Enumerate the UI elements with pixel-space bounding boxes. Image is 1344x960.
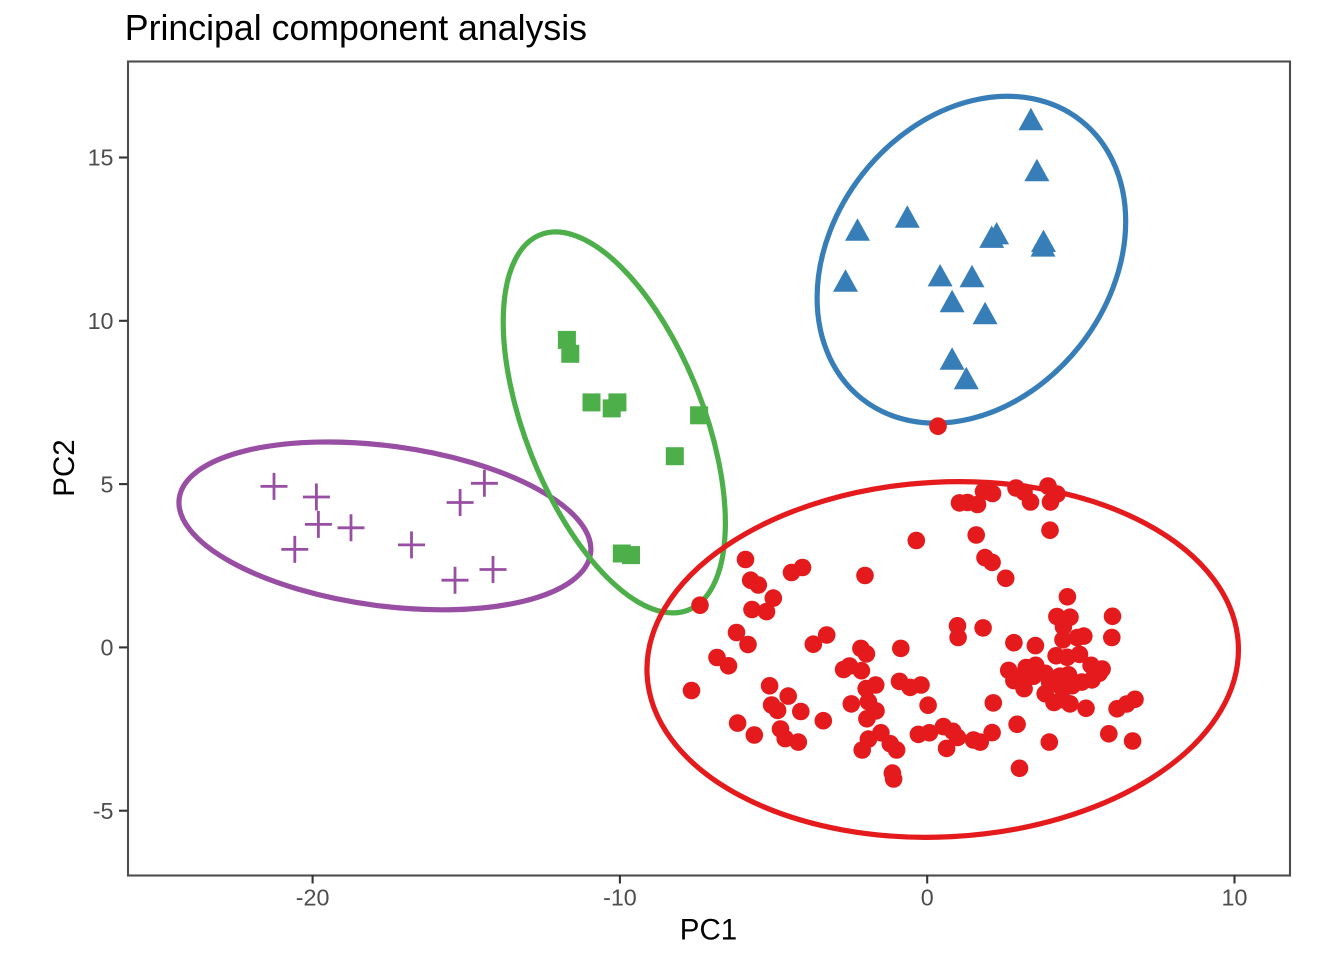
svg-text:-5: -5 — [93, 798, 114, 824]
svg-text:Principal component analysis: Principal component analysis — [125, 8, 587, 48]
svg-text:PC1: PC1 — [680, 914, 737, 947]
svg-text:5: 5 — [101, 471, 114, 497]
svg-text:10: 10 — [88, 308, 114, 334]
svg-text:-10: -10 — [603, 885, 637, 911]
svg-text:15: 15 — [88, 145, 114, 171]
svg-text:PC2: PC2 — [48, 439, 81, 496]
svg-text:0: 0 — [101, 635, 114, 661]
svg-text:0: 0 — [921, 885, 934, 911]
svg-text:-20: -20 — [296, 885, 330, 911]
svg-text:10: 10 — [1222, 885, 1248, 911]
